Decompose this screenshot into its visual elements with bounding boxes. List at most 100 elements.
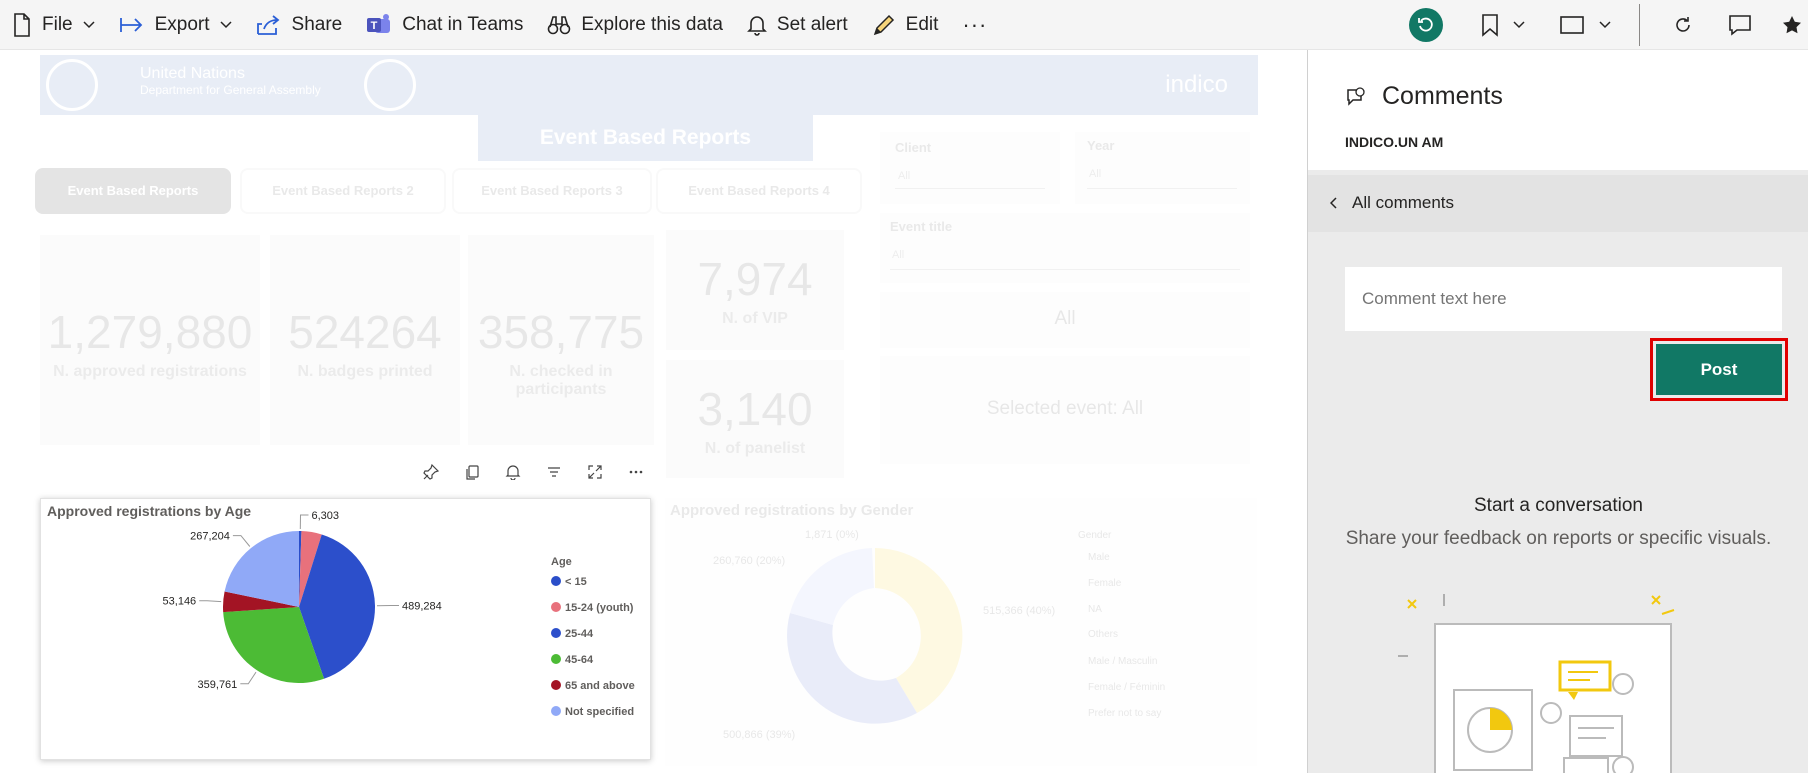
- un-logo-icon: [46, 59, 98, 111]
- refresh-icon: [1676, 17, 1690, 32]
- favorite-button[interactable]: [1782, 15, 1802, 35]
- toolbar-divider: [1639, 4, 1640, 46]
- year-slicer[interactable]: Year All: [1075, 132, 1250, 204]
- legend-item[interactable]: 25-44: [565, 628, 594, 640]
- comment-icon: [1729, 15, 1751, 36]
- donut-slice-male: [875, 548, 963, 713]
- kpi-approved-registrations: 1,279,880 N. approved registrations: [40, 235, 260, 445]
- legend-marker: [551, 628, 561, 638]
- bookmark-menu[interactable]: [1481, 13, 1525, 37]
- post-button[interactable]: Post: [1656, 344, 1782, 395]
- legend-item[interactable]: 45-64: [565, 654, 594, 666]
- pie-slice-65-and-above[interactable]: [222, 591, 299, 613]
- back-arrow-icon[interactable]: [364, 59, 416, 111]
- tab-event-based-reports[interactable]: Event Based Reports: [35, 168, 231, 214]
- gender-chart-visual[interactable]: Approved registrations by Gender 1,871 (…: [665, 498, 1257, 766]
- file-menu[interactable]: File: [0, 0, 107, 50]
- pie-slice--15[interactable]: [299, 531, 302, 607]
- slicer-label: Client: [895, 140, 932, 155]
- legend-item[interactable]: 15-24 (youth): [565, 602, 634, 614]
- conversation-illustration: [1398, 594, 1675, 773]
- gender-legend-4: Male / Masculin: [1088, 656, 1157, 667]
- kpi-badges-printed: 524264 N. badges printed: [270, 235, 460, 445]
- reset-icon: [1418, 17, 1433, 32]
- reset-button[interactable]: [1409, 8, 1443, 42]
- more-label: ···: [962, 11, 988, 37]
- binoculars-icon: [548, 15, 571, 34]
- all-card-text: All: [1054, 308, 1076, 329]
- top-toolbar: File Export Share T Chat in Teams Explor…: [0, 0, 1808, 50]
- more-visual-options-button[interactable]: [615, 464, 656, 480]
- tab-event-based-reports-3[interactable]: Event Based Reports 3: [452, 168, 652, 214]
- banner-org-sub: Department for General Assembly: [140, 83, 321, 97]
- slicer-underline: [1087, 188, 1237, 189]
- export-menu[interactable]: Export: [107, 0, 244, 50]
- svg-text:T: T: [371, 20, 378, 32]
- event-title-slicer[interactable]: Event title All: [880, 213, 1250, 283]
- chevron-down-icon: [1599, 21, 1611, 29]
- explore-label: Explore this data: [581, 13, 723, 35]
- slicer-label: Year: [1087, 138, 1115, 153]
- donut-label-3: 515,366 (40%): [983, 605, 1055, 617]
- pie-data-label: 359,761: [198, 679, 238, 691]
- banner-brand: indico: [1165, 71, 1228, 98]
- pie-data-label: 489,284: [402, 601, 442, 613]
- pie-slice-15-24-youth-[interactable]: [299, 531, 322, 607]
- more-options-button[interactable]: ···: [950, 0, 999, 50]
- alert-visual-button[interactable]: [492, 464, 533, 480]
- share-button[interactable]: Share: [244, 0, 355, 50]
- pie-leader-line: [299, 514, 309, 530]
- kpi-value: 3,140: [697, 383, 813, 435]
- kpi-label: N. badges printed: [297, 363, 433, 380]
- kpi-checked-in: 358,775 N. checked in participants: [468, 235, 654, 445]
- chat-in-teams-button[interactable]: T Chat in Teams: [354, 0, 535, 50]
- start-conversation-subtitle: Share your feedback on reports or specif…: [1345, 528, 1772, 549]
- all-comments-link[interactable]: All comments: [1308, 175, 1808, 232]
- kpi-value: 524264: [288, 306, 442, 358]
- focus-mode-button[interactable]: [574, 464, 615, 480]
- pie-slice-45-64[interactable]: [223, 607, 325, 683]
- kpi-label: N. approved registrations: [53, 363, 247, 380]
- start-conversation-title: Start a conversation: [1474, 495, 1643, 516]
- client-slicer[interactable]: Client All: [880, 132, 1060, 204]
- refresh-button[interactable]: [1674, 16, 1692, 34]
- donut-slice-na: [790, 548, 874, 625]
- pencil-icon: [873, 14, 894, 35]
- donut-label-1: 1,871 (0%): [805, 529, 859, 541]
- edit-button[interactable]: Edit: [860, 0, 951, 50]
- slicer-value: All: [892, 249, 905, 261]
- pie-slice-not-specified[interactable]: [224, 531, 299, 607]
- gender-legend-3: Others: [1088, 629, 1118, 640]
- copy-visual-button[interactable]: [451, 464, 492, 480]
- legend-item[interactable]: Not specified: [565, 706, 634, 718]
- pin-visual-button[interactable]: [410, 464, 451, 480]
- comment-input[interactable]: [1345, 267, 1782, 331]
- comments-button[interactable]: [1728, 14, 1752, 36]
- pie-slice-25-44[interactable]: [299, 534, 376, 679]
- view-menu[interactable]: [1559, 15, 1611, 35]
- legend-marker: [551, 602, 561, 612]
- kpi-value: 1,279,880: [47, 306, 253, 358]
- donut-label-2: 260,760 (20%): [713, 555, 785, 567]
- file-icon: [14, 12, 30, 37]
- favorite-icon: [1783, 16, 1801, 34]
- export-icon: [119, 17, 142, 32]
- banner-org-name: United Nations: [140, 65, 245, 82]
- tab-event-based-reports-4[interactable]: Event Based Reports 4: [656, 168, 862, 214]
- kpi-label: N. of VIP: [722, 310, 788, 327]
- legend-item[interactable]: < 15: [565, 576, 587, 588]
- pie-data-label: 267,204: [190, 531, 230, 543]
- chevron-down-icon: [1513, 21, 1525, 29]
- sub-banner: Event Based Reports: [478, 114, 813, 161]
- view-icon: [1560, 16, 1584, 34]
- legend-item[interactable]: 65 and above: [565, 680, 635, 692]
- slicer-value: All: [1089, 168, 1102, 180]
- donut-slice-female: [787, 613, 917, 724]
- tab-event-based-reports-2[interactable]: Event Based Reports 2: [240, 168, 446, 214]
- explore-data-button[interactable]: Explore this data: [535, 0, 735, 50]
- filter-visual-button[interactable]: [533, 464, 574, 480]
- age-chart-visual[interactable]: Approved registrations by Age 6,303 489,2…: [40, 498, 651, 760]
- kpi-panelist: 3,140 N. of panelist: [666, 360, 844, 478]
- file-label: File: [42, 13, 73, 35]
- set-alert-button[interactable]: Set alert: [735, 0, 860, 50]
